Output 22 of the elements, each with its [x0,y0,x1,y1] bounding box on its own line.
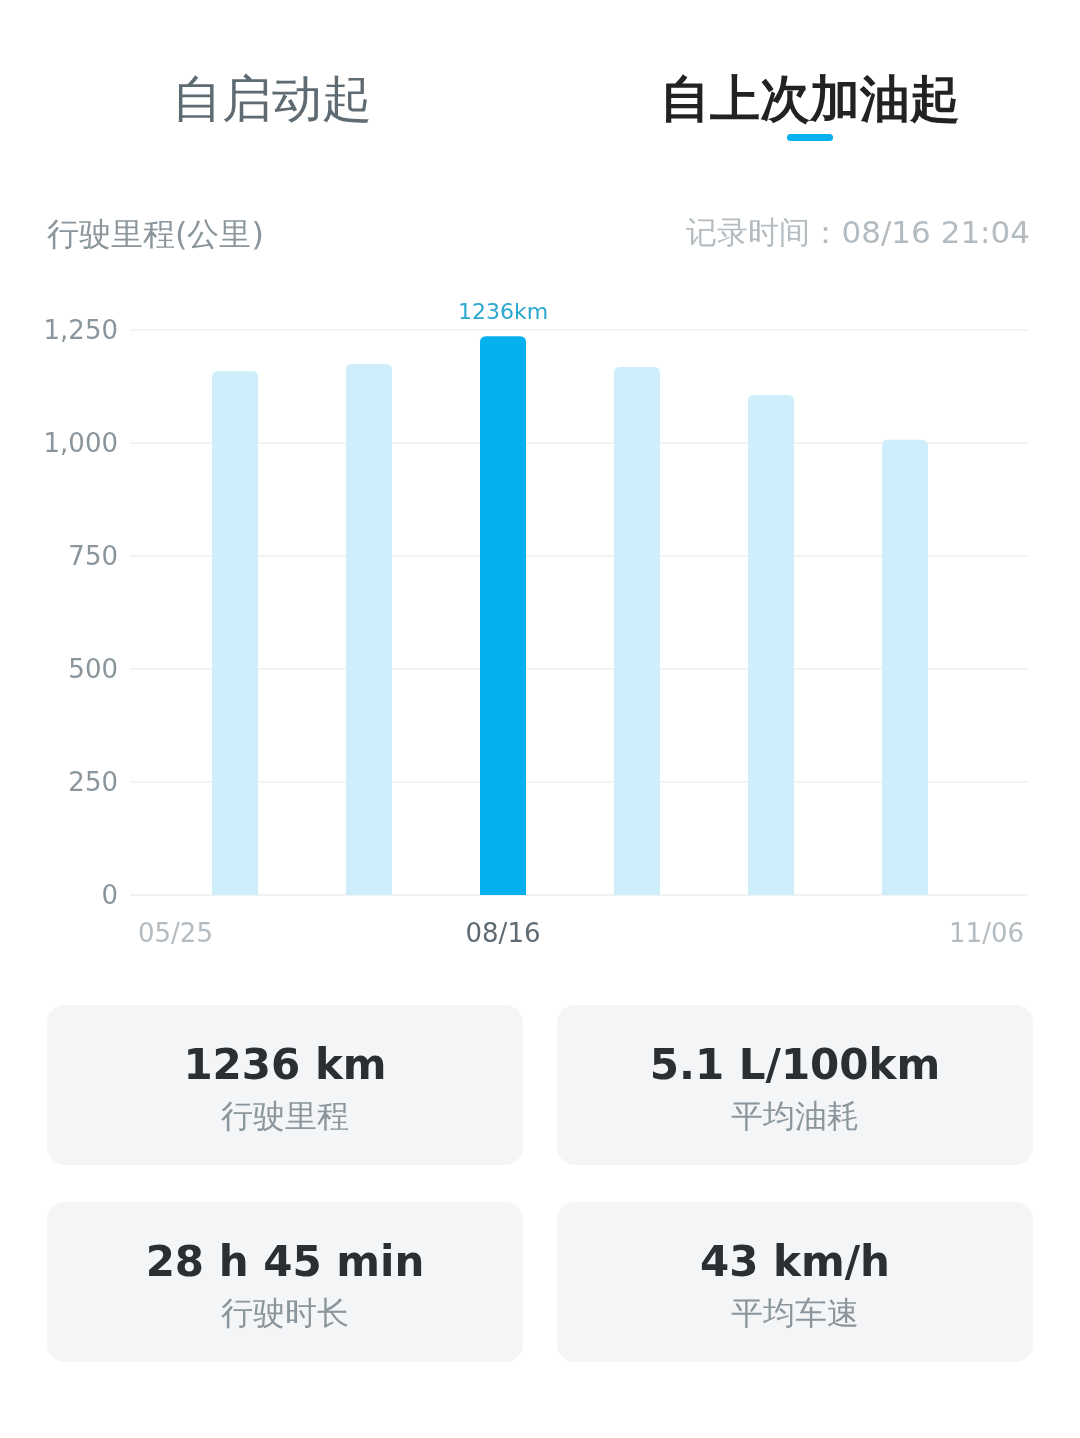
y-tick-label: 250 [68,767,118,797]
y-tick-label: 500 [68,654,118,684]
text: 行驶时长 [221,1294,349,1332]
y-tick-label: 0 [101,880,118,910]
chart-title: 自上次加油起 [660,70,960,128]
text: 行驶里程 [221,1097,349,1135]
text: 43 km/h [699,1237,891,1286]
y-axis-title: 行驶里程(公里) [47,215,264,253]
y-tick-label: 750 [68,541,118,571]
y-tick-label: 1,000 [43,428,118,458]
chart-subtitle: 记录时间：08/16 21:04 [686,214,1030,250]
text: 平均油耗 [731,1097,859,1135]
text: 11/06 [949,918,1024,948]
text: 05/25 [138,918,213,948]
text: 平均车速 [731,1294,859,1332]
y-tick-label: 1,250 [43,315,118,345]
data-label: 1236km [457,299,549,325]
text: 1236 km [183,1040,387,1089]
text: 5.1 L/100km [649,1040,941,1089]
x-tick-label: 08/16 [465,918,541,948]
text: 自启动起 [172,70,372,128]
text: 28 h 45 min [145,1237,425,1286]
